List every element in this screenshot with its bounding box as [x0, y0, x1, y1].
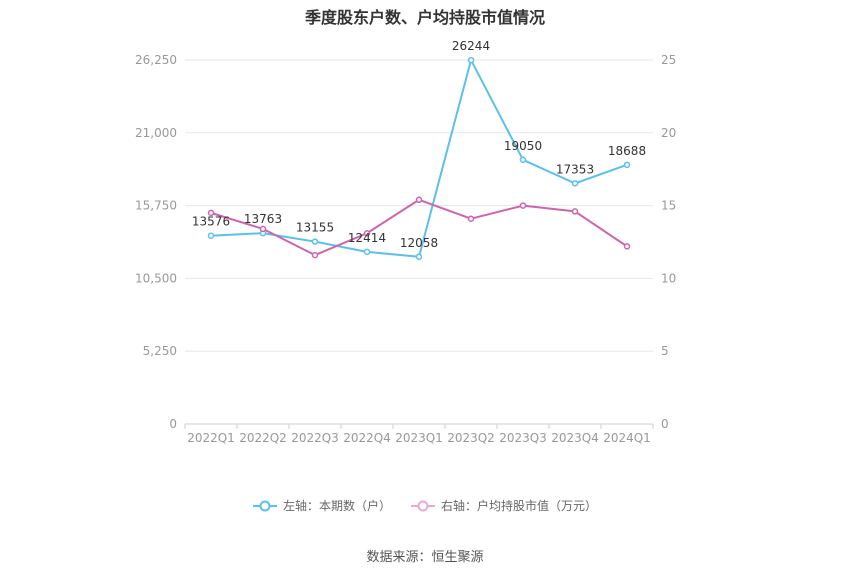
series-point-households — [363, 248, 371, 256]
series-layer — [207, 56, 631, 261]
y-right-tick-label: 25 — [661, 53, 676, 67]
data-label: 17353 — [556, 162, 594, 176]
series-point-avg-holding-value — [519, 202, 527, 209]
y-right-tick-label: 5 — [661, 344, 669, 358]
series-point-households — [467, 56, 475, 64]
data-label: 13576 — [192, 215, 230, 229]
data-label: 12414 — [348, 231, 386, 245]
series-point-households — [519, 156, 527, 164]
legend-item-right-series[interactable]: 右轴：户均持股市值（万元） — [411, 497, 597, 514]
x-tick-label: 2023Q4 — [551, 431, 599, 445]
series-point-avg-holding-value — [259, 225, 267, 233]
series-point-households — [311, 238, 319, 245]
y-right-tick-label: 0 — [661, 417, 669, 431]
data-label: 12058 — [400, 236, 438, 250]
y-left-tick-label: 5,250 — [143, 344, 177, 358]
x-tick-label: 2023Q2 — [447, 431, 495, 445]
source-note: 数据来源：恒生聚源 — [366, 550, 484, 565]
x-tick-label: 2023Q3 — [499, 431, 547, 445]
y-left-tick-label: 0 — [169, 417, 177, 431]
x-tick-label: 2024Q1 — [603, 431, 651, 445]
y-right-tick-label: 10 — [661, 271, 676, 285]
axes: 0 0 5,250 5 10,500 10 15,750 15 21,000 20 26,250 25… — [135, 53, 676, 445]
y-right-tick-label: 20 — [661, 126, 676, 140]
grid-lines — [185, 59, 653, 352]
series-point-avg-holding-value — [571, 208, 579, 215]
x-tick-label: 2022Q3 — [291, 431, 339, 445]
legend-right-line-icon — [411, 500, 435, 511]
series-point-households — [571, 180, 579, 187]
data-label: 18688 — [608, 144, 646, 158]
series-point-households — [623, 161, 631, 169]
data-label: 13763 — [244, 212, 282, 226]
legend-item-left-series[interactable]: 左轴：本期数（户） — [252, 497, 391, 514]
series-point-avg-holding-value — [415, 196, 423, 204]
legend-left-line-icon — [252, 500, 277, 511]
series-point-avg-holding-value — [207, 209, 215, 217]
data-label: 19050 — [504, 139, 542, 153]
chart-title: 季度股东户数、户均持股市值情况 — [304, 8, 545, 27]
legend-right-label: 右轴：户均持股市值（万元） — [441, 499, 598, 513]
y-left-tick-label: 10,500 — [135, 271, 177, 285]
series-point-avg-holding-value — [311, 251, 319, 259]
data-label: 13155 — [296, 221, 334, 235]
legend: 左轴：本期数（户） 右轴：户均持股市值（万元） — [0, 497, 850, 514]
data-label: 26244 — [452, 39, 490, 53]
series-line-households — [210, 59, 628, 258]
x-tick-label: 2022Q4 — [343, 431, 391, 445]
x-tick-label: 2023Q1 — [395, 431, 443, 445]
data-labels: 13576 13763 13155 12414 12058 26244 19050 17353… — [192, 39, 646, 250]
series-point-households — [207, 232, 215, 239]
legend-left-label: 左轴：本期数（户） — [282, 499, 391, 513]
y-left-tick-label: 15,750 — [135, 199, 177, 213]
series-point-avg-holding-value — [467, 215, 475, 222]
series-point-households — [415, 253, 423, 261]
y-left-tick-label: 26,250 — [135, 53, 177, 67]
y-right-tick-label: 15 — [661, 199, 676, 213]
x-tick-label: 2022Q2 — [239, 431, 287, 445]
y-left-tick-label: 21,000 — [135, 126, 177, 140]
series-point-avg-holding-value — [363, 230, 371, 237]
x-tick-label: 2022Q1 — [187, 431, 235, 445]
series-point-avg-holding-value — [623, 243, 631, 250]
